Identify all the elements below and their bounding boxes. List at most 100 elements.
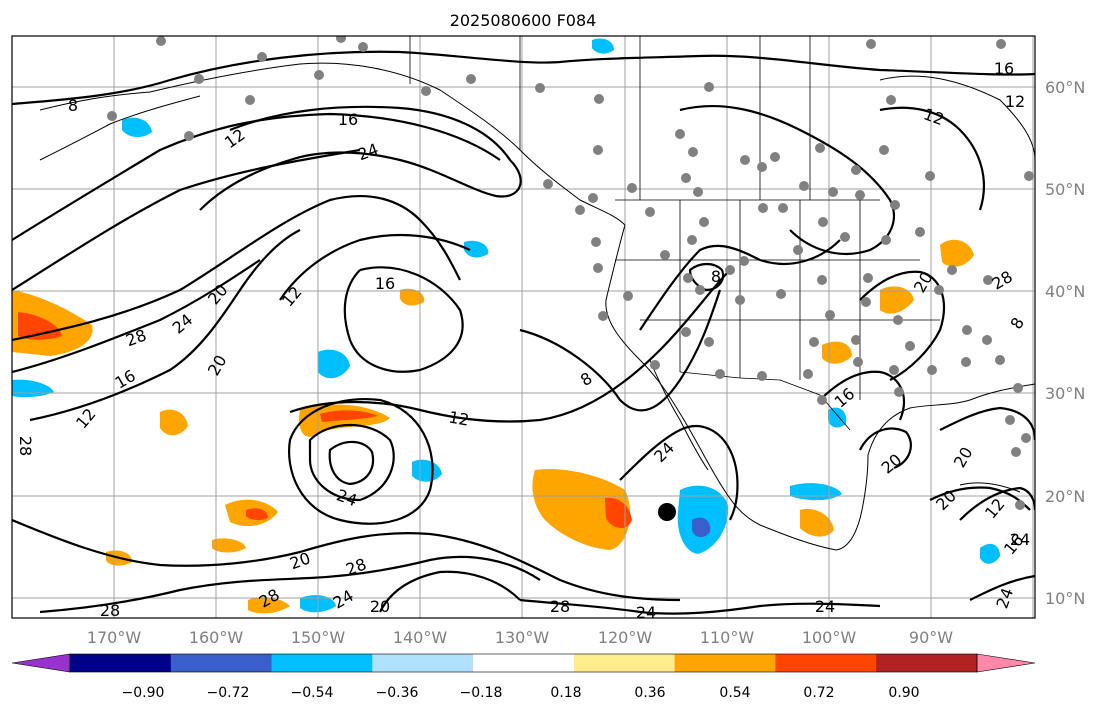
anomaly-orange-mid1 <box>400 288 425 306</box>
colorbar-frame <box>69 653 978 673</box>
longitude-labels: 170°W 160°W 150°W 140°W 130°W 120°W 110°… <box>87 628 953 647</box>
contour-label: 28 <box>100 601 120 620</box>
contour-line-16-us <box>639 239 841 331</box>
contour-line-12-us <box>679 104 895 255</box>
contour-line-20-storm <box>328 440 375 486</box>
colorbar-tick-label: −0.36 <box>376 685 419 701</box>
anomaly-blue-caribbean <box>980 543 1000 564</box>
anomaly-orange-greatlakes <box>940 239 974 267</box>
latitude-label: 30°N <box>1045 384 1085 403</box>
colorbar-tick-label: −0.90 <box>122 685 165 701</box>
contour-label: 12 <box>1005 92 1025 111</box>
contour-line-12-north <box>199 105 522 211</box>
anomaly-red-hawaii <box>246 508 268 521</box>
contour-line-20-west <box>29 229 301 422</box>
colorbar-tick-label: −0.72 <box>207 685 250 701</box>
map-frame <box>11 35 1036 619</box>
contour-line-24-mexico <box>619 425 739 521</box>
anomaly-blue-mid1 <box>318 349 350 379</box>
map-panel: 8 12 16 24 28 12 24 16 20 12 28 20 16 24… <box>12 36 1035 620</box>
contour-label: 24 <box>815 597 835 616</box>
anomaly-blue-ne <box>592 38 614 54</box>
contour-line-24-south <box>519 598 881 615</box>
longitude-label: 90°W <box>909 628 953 647</box>
latitude-labels: 60°N 50°N 40°N 30°N 20°N 10°N <box>1045 78 1085 608</box>
coastline-baja <box>649 359 709 471</box>
contour-line-24-west <box>12 259 261 374</box>
colorbar-tick-label: 0.72 <box>803 685 834 701</box>
contour-label: 28 <box>16 436 35 456</box>
colorbar-segment <box>674 654 776 672</box>
contour-label: 16 <box>994 59 1014 78</box>
colorbar-extension-low <box>11 653 71 673</box>
map-background <box>12 36 1035 618</box>
latitude-label: 40°N <box>1045 282 1085 301</box>
anomaly-orange-mid5 <box>248 597 290 614</box>
colorbar-segment <box>876 654 978 672</box>
contour-line-12-mid <box>279 233 471 301</box>
contour-line-8-plains <box>688 262 725 292</box>
latitude-label: 10°N <box>1045 589 1085 608</box>
colorbar-tick-label: −0.54 <box>291 685 334 701</box>
contour-line-8-north <box>12 50 1035 106</box>
contour-label: 20 <box>370 597 390 616</box>
anomaly-orange-mid4 <box>212 538 246 553</box>
anomaly-red-west <box>18 312 62 340</box>
colorbar-segment <box>372 654 474 672</box>
longitude-label: 160°W <box>189 628 244 647</box>
colorbar-segment <box>170 654 273 672</box>
contour-lines <box>12 50 1035 615</box>
contour-line-8-mid <box>519 289 722 412</box>
longitude-label: 150°W <box>291 628 346 647</box>
longitude-label: 120°W <box>598 628 653 647</box>
longitude-label: 110°W <box>700 628 755 647</box>
figure-title: 2025080600 F084 <box>450 11 597 30</box>
political-boundaries <box>409 36 940 431</box>
contour-line-28-pacific <box>379 570 521 613</box>
contour-label: 12 <box>447 407 470 429</box>
contour-line-12-canada <box>879 106 985 211</box>
contour-line-12-trough <box>289 269 731 423</box>
colorbar <box>11 653 1036 673</box>
contour-line-16-mid <box>343 266 464 373</box>
colorbar-segment <box>271 654 373 672</box>
colorbar-tick-label: 0.90 <box>888 685 919 701</box>
anomaly-orange-subtropic <box>532 468 630 550</box>
contour-line-28-south <box>39 555 541 614</box>
contour-label: 24 <box>1010 530 1030 549</box>
anomaly-blue-alaska <box>122 117 152 138</box>
colorbar-tick-label: −0.18 <box>460 685 503 701</box>
longitude-label: 140°W <box>393 628 448 647</box>
contour-line-28-west <box>12 194 461 342</box>
contour-line-20-south <box>12 518 681 602</box>
colorbar-segment <box>473 654 575 672</box>
colorbar-tick-label: 0.36 <box>634 685 665 701</box>
coastline-gulfmexico <box>867 383 1035 456</box>
coastline-cuba <box>959 482 1021 493</box>
colorbar-segment <box>70 654 172 672</box>
anomaly-red-storm <box>320 410 378 422</box>
coastline-hudson <box>879 75 1035 161</box>
anomaly-darkblue-mexico <box>692 517 711 538</box>
colorbar-extension-high <box>976 653 1036 673</box>
contour-label: 16 <box>375 274 395 293</box>
longitude-label: 170°W <box>87 628 142 647</box>
colorbar-segment <box>573 654 676 672</box>
contour-label: 8 <box>68 96 78 115</box>
gridlines <box>12 36 1035 618</box>
contour-label: 16 <box>338 110 358 129</box>
latitude-label: 50°N <box>1045 180 1085 199</box>
anomaly-orange-plains <box>880 286 914 314</box>
colorbar-tick-label: 0.18 <box>550 685 581 701</box>
colorbar-tick-label: 0.54 <box>719 685 750 701</box>
anomaly-orange-mid2 <box>160 409 188 436</box>
contour-line-16-north <box>12 112 501 241</box>
contour-line-20-gulf <box>859 427 912 470</box>
colorbar-segment <box>775 654 877 672</box>
contour-line-24-storm <box>308 423 395 502</box>
anomaly-orange-gulf <box>800 509 834 537</box>
anomaly-blue-bc <box>464 240 489 258</box>
coastline-alaska-peninsula <box>39 95 201 161</box>
contour-line-24-north <box>12 148 361 291</box>
